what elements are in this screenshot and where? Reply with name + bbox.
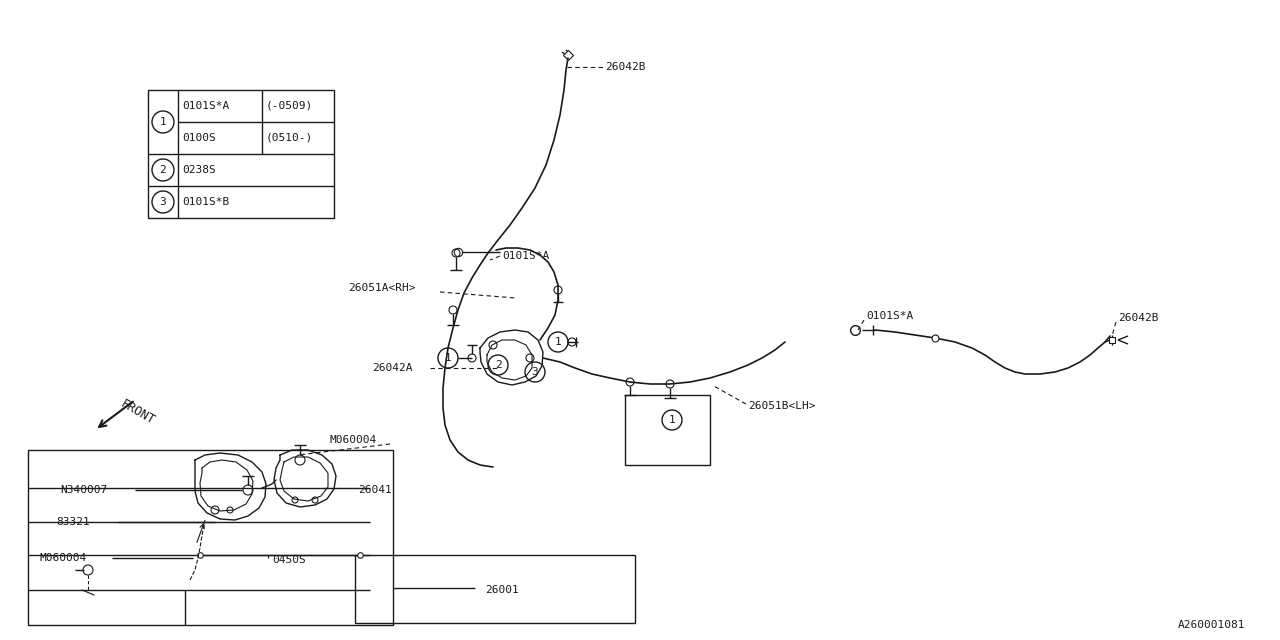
Text: 0450S: 0450S [273,555,306,565]
Bar [625,395,710,465]
Bar [148,90,334,218]
Text: 26051B<LH>: 26051B<LH> [748,401,815,411]
Text: 1: 1 [160,117,166,127]
Text: 1: 1 [554,337,562,347]
Text: 0101S*A: 0101S*A [182,101,229,111]
Text: 83321: 83321 [56,517,90,527]
Text: M060004: M060004 [40,553,87,563]
Text: 26001: 26001 [485,585,518,595]
Text: 26042B: 26042B [605,62,645,72]
Text: 1: 1 [668,415,676,425]
Text: A260001081: A260001081 [1178,620,1245,630]
Text: 0101S*A: 0101S*A [502,251,549,261]
Text: 3: 3 [531,367,539,377]
Text: 0100S: 0100S [182,133,216,143]
Bar [355,555,635,623]
Text: M060004: M060004 [330,435,378,445]
Text: 26042A: 26042A [372,363,412,373]
Text: 0101S*A: 0101S*A [867,311,913,321]
Bar [28,450,393,625]
Text: 0238S: 0238S [182,165,216,175]
Text: 0101S*B: 0101S*B [182,197,229,207]
Text: (-0509): (-0509) [266,101,314,111]
Text: FRONT: FRONT [118,397,157,427]
Text: N340007: N340007 [60,485,108,495]
Text: 3: 3 [160,197,166,207]
Text: 1: 1 [444,353,452,363]
Text: 2: 2 [494,360,502,370]
Text: 26042B: 26042B [1117,313,1158,323]
Text: 26041: 26041 [358,485,392,495]
Text: (0510-): (0510-) [266,133,314,143]
Text: 26051A<RH>: 26051A<RH> [348,283,416,293]
Text: 2: 2 [160,165,166,175]
